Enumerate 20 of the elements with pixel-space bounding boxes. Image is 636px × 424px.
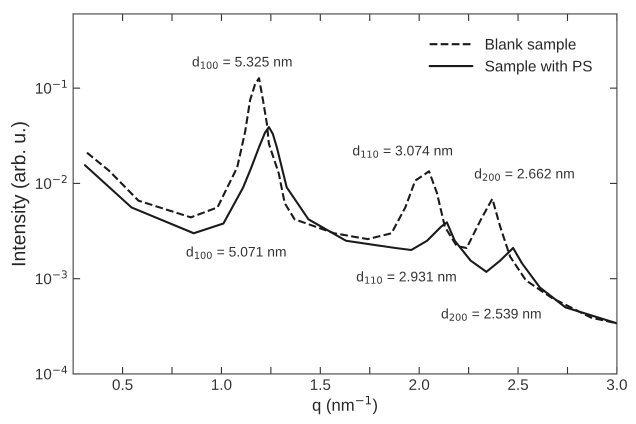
annotation: d$_{200}$ = 2.539 nm (442, 308, 541, 321)
x-tick-label: 0.5 (112, 379, 133, 390)
annotation: d$_{200}$ = 2.662 nm (474, 168, 574, 181)
x-tick-label: 2.0 (409, 379, 430, 390)
annotation: d$_{100}$ = 5.071 nm (186, 246, 286, 259)
annotation: d$_{110}$ = 3.074 nm (352, 145, 452, 158)
y-tick-label: 10$^{−4}$ (36, 366, 68, 380)
annotation: d$_{100}$ = 5.325 nm (192, 56, 292, 69)
y-tick-label: 10$^{−1}$ (36, 80, 67, 94)
x-tick-label: 1.5 (310, 379, 330, 390)
legend-label: Blank sample (486, 38, 576, 53)
x-tick-label: 1.0 (212, 379, 232, 390)
y-tick-label: 10$^{−2}$ (36, 175, 67, 189)
x-axis-title: q (nm$^{−1}$) (312, 396, 377, 414)
legend-label: Sample with PS (485, 60, 592, 75)
y-tick-label: 10$^{−3}$ (36, 270, 67, 284)
x-tick-label: 2.5 (508, 379, 528, 390)
annotation: d$_{110}$ = 2.931 nm (356, 271, 456, 284)
x-tick-label: 3.0 (606, 379, 627, 390)
y-axis-title: Intensity (arb. u.) (11, 122, 30, 266)
